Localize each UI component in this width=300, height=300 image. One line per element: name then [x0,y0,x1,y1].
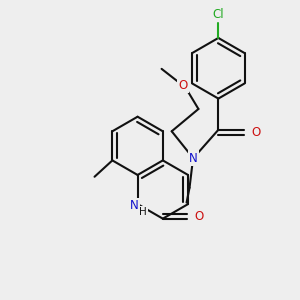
Text: N: N [130,199,138,212]
Text: O: O [251,126,261,139]
Text: N: N [189,152,197,164]
Text: Cl: Cl [212,8,224,21]
Text: O: O [178,79,188,92]
Text: O: O [194,210,204,223]
Text: N: N [189,152,197,164]
Text: N: N [130,199,138,212]
Text: H: H [139,207,147,218]
Text: O: O [251,126,261,139]
Text: H: H [139,207,147,218]
Text: Cl: Cl [212,8,224,21]
Text: O: O [194,210,204,223]
Text: O: O [178,79,188,92]
